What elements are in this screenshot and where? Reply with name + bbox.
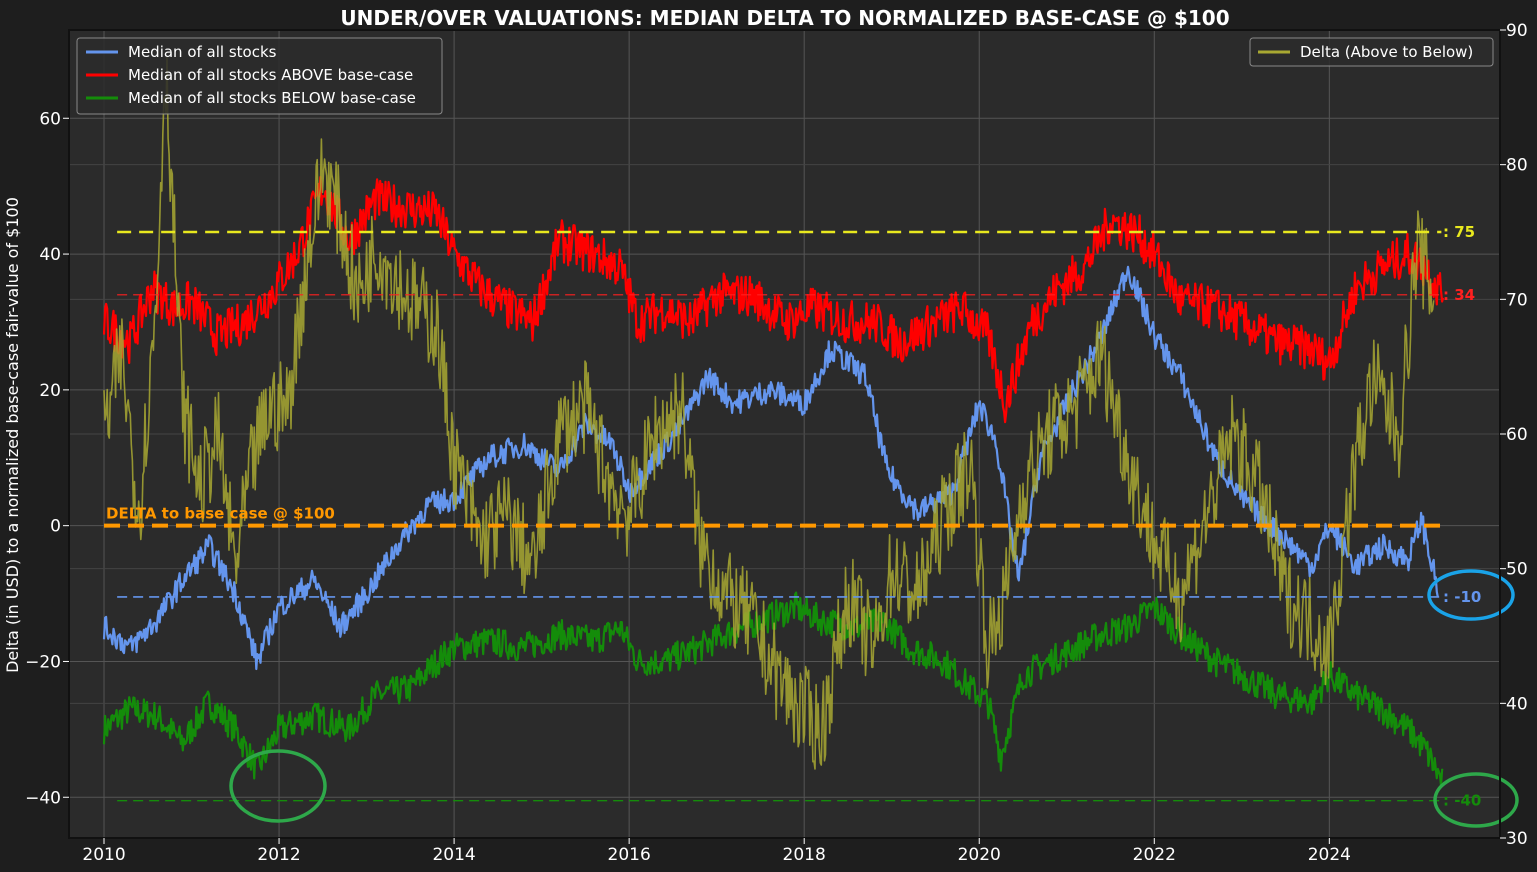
y2-tick-label: 80 bbox=[1506, 156, 1528, 176]
legend-right-box bbox=[1249, 37, 1494, 67]
y2-tick-label: 30 bbox=[1506, 829, 1528, 849]
x-tick-label: 2016 bbox=[608, 845, 651, 865]
y-tick-label: −40 bbox=[25, 788, 61, 808]
reference-line-label: : 75 bbox=[1443, 223, 1475, 241]
reference-line-label: : 34 bbox=[1443, 286, 1475, 304]
x-tick-label: 2010 bbox=[82, 845, 125, 865]
y2-tick-label: 40 bbox=[1506, 694, 1528, 714]
x-tick-label: 2022 bbox=[1133, 845, 1176, 865]
y-tick-label: 20 bbox=[39, 381, 61, 401]
base-case-label: DELTA to base case @ $100 bbox=[106, 505, 335, 523]
y2-tick-label: 90 bbox=[1506, 21, 1528, 41]
legend-label: Median of all stocks bbox=[128, 43, 277, 61]
axes: 2010 2012 2014 2016 2018 2020 2022 2024 −40 −20 0 2… bbox=[25, 21, 1528, 865]
legend-label: Median of all stocks BELOW base-case bbox=[128, 89, 416, 107]
y-tick-label: 0 bbox=[50, 517, 61, 537]
x-tick-label: 2020 bbox=[958, 845, 1001, 865]
series-layer bbox=[102, 57, 1445, 787]
x-tick-label: 2012 bbox=[257, 845, 300, 865]
series-line bbox=[103, 57, 1435, 770]
y-axis-label: Delta (in USD) to a normalized base-case… bbox=[3, 197, 22, 673]
x-tick-label: 2024 bbox=[1308, 845, 1351, 865]
legend-left-box bbox=[76, 37, 443, 115]
y-tick-label: −20 bbox=[25, 652, 61, 672]
highlight-circle-2011-low bbox=[229, 749, 327, 823]
x-tick-label: 2018 bbox=[783, 845, 826, 865]
reference-line-label: : -40 bbox=[1443, 792, 1481, 810]
legend-label: Median of all stocks ABOVE base-case bbox=[128, 66, 413, 84]
chart-title: UNDER/OVER VALUATIONS: MEDIAN DELTA TO N… bbox=[340, 6, 1229, 30]
reference-lines: : 75 : 34 : -10 : -40 DELTA to base case @ $… bbox=[104, 223, 1481, 810]
x-tick-label: 2014 bbox=[432, 845, 475, 865]
legend-label: Delta (Above to Below) bbox=[1300, 43, 1473, 61]
legends: Median of all stocks Median of all stocks… bbox=[76, 37, 1494, 115]
reference-line-label: : -10 bbox=[1443, 588, 1481, 606]
highlight-circle-median bbox=[1427, 569, 1515, 621]
y2-tick-label: 50 bbox=[1506, 560, 1528, 580]
y2-tick-label: 60 bbox=[1506, 425, 1528, 445]
highlight-circle-below bbox=[1433, 772, 1519, 828]
y-tick-label: 60 bbox=[39, 109, 61, 129]
y2-tick-label: 70 bbox=[1506, 290, 1528, 310]
annotations bbox=[229, 569, 1519, 828]
series-line bbox=[102, 265, 1439, 671]
y-tick-label: 40 bbox=[39, 245, 61, 265]
